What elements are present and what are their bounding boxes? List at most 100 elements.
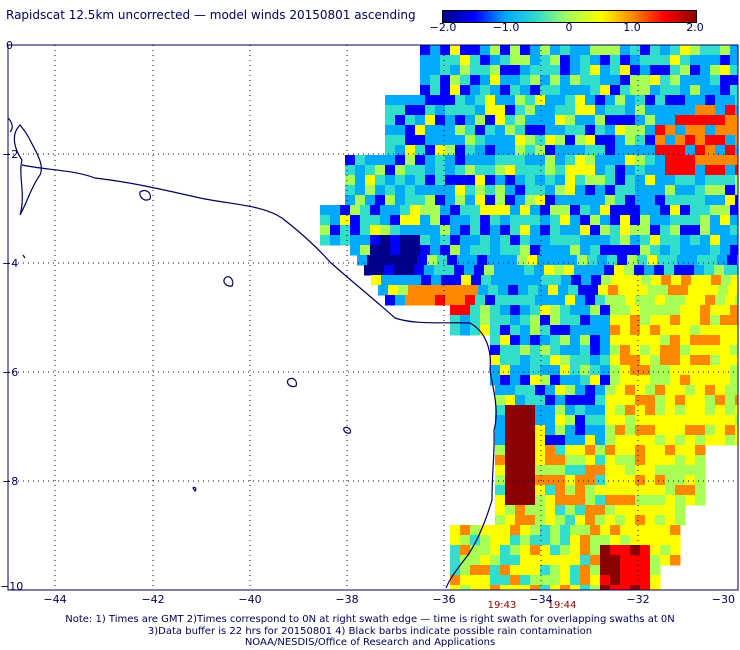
- swath-cell: [615, 395, 626, 406]
- swath-cell: [615, 405, 626, 416]
- swath-cell: [655, 515, 666, 526]
- swath-cell: [710, 235, 721, 246]
- swath-cell: [590, 65, 601, 76]
- swath-cell: [580, 205, 591, 216]
- swath-cell: [710, 55, 721, 66]
- swath-cell: [530, 555, 541, 566]
- swath-cell: [465, 145, 476, 156]
- swath-cell: [705, 135, 716, 146]
- swath-cell: [670, 375, 681, 386]
- swath-cell: [670, 315, 681, 326]
- swath-cell: [365, 155, 376, 166]
- swath-cell: [608, 285, 619, 296]
- swath-cell: [415, 115, 426, 126]
- swath-cell: [625, 485, 636, 496]
- swath-cell: [395, 95, 406, 106]
- swath-cell: [570, 45, 581, 56]
- swath-cell: [685, 105, 696, 116]
- swath-cell: [605, 505, 616, 516]
- swath-cell: [535, 155, 546, 166]
- swath-cell: [515, 505, 526, 516]
- swath-cell: [375, 155, 386, 166]
- swath-cell: [525, 175, 536, 186]
- swath-cell: [640, 345, 651, 356]
- swath-cell: [515, 475, 526, 486]
- swath-cell: [580, 305, 591, 316]
- x-tick-label: −44: [43, 593, 66, 606]
- swath-cell: [710, 85, 721, 96]
- swath-cell: [630, 325, 641, 336]
- swath-cell: [490, 375, 501, 386]
- swath-cell: [615, 175, 626, 186]
- swath-cell: [515, 125, 526, 136]
- swath-cell: [500, 225, 511, 236]
- swath-cell: [405, 145, 416, 156]
- swath-cell: [555, 155, 566, 166]
- swath-cell: [715, 105, 726, 116]
- swath-cell: [565, 445, 576, 456]
- swath-cell: [670, 335, 681, 346]
- swath-cell: [490, 85, 501, 96]
- y-tick-label: −4: [2, 257, 18, 270]
- swath-cell: [675, 495, 686, 506]
- swath-cell: [575, 395, 586, 406]
- swath-cell: [364, 265, 375, 276]
- swath-cell: [578, 285, 589, 296]
- swath-cell: [527, 255, 538, 266]
- swath-cell: [690, 205, 701, 216]
- swath-cell: [635, 455, 646, 466]
- swath-cell: [435, 125, 446, 136]
- swath-cell: [665, 115, 676, 126]
- swath-cell: [610, 365, 621, 376]
- swath-cell: [520, 305, 531, 316]
- swath-cell: [535, 405, 546, 416]
- swath-cell: [565, 105, 576, 116]
- swath-cell: [435, 145, 446, 156]
- swath-cell: [730, 235, 738, 246]
- swath-cell: [475, 105, 486, 116]
- swath-cell: [730, 345, 738, 356]
- swath-cell: [605, 435, 616, 446]
- swath-cell: [720, 365, 731, 376]
- swath-cell: [528, 285, 539, 296]
- swath-cell: [405, 295, 416, 306]
- swath-cell: [645, 395, 656, 406]
- swath-cell: [540, 365, 551, 376]
- swath-cell: [640, 75, 651, 86]
- swath-cell: [540, 525, 551, 536]
- swath-cell: [605, 155, 616, 166]
- swath-cell: [645, 175, 656, 186]
- swath-cell: [690, 305, 701, 316]
- swath-cell: [580, 65, 591, 76]
- swath-cell: [500, 75, 511, 86]
- swath-cell: [430, 85, 441, 96]
- swath-cell: [450, 555, 461, 566]
- swath-cell: [520, 575, 531, 586]
- swath-cell: [545, 435, 556, 446]
- swath-cell: [510, 315, 521, 326]
- swath-cell: [575, 425, 586, 436]
- swath-cell: [720, 45, 731, 56]
- swath-cell: [705, 145, 716, 156]
- swath-cell: [640, 305, 651, 316]
- swath-cell: [460, 65, 471, 76]
- swath-cell: [525, 405, 536, 416]
- swath-cell: [605, 405, 616, 416]
- swath-cell: [660, 555, 671, 566]
- swath-cell: [605, 185, 616, 196]
- swath-cell: [635, 155, 646, 166]
- swath-cell: [600, 335, 611, 346]
- swath-cell: [630, 225, 641, 236]
- swath-cell: [495, 505, 506, 516]
- swath-cell: [720, 315, 731, 326]
- swath-cell: [640, 525, 651, 536]
- swath-cell: [500, 585, 511, 590]
- swath-cell: [450, 75, 461, 86]
- swath-cell: [500, 545, 511, 556]
- swath-cell: [490, 535, 501, 546]
- swath-cell: [505, 405, 516, 416]
- swath-cell: [330, 215, 341, 226]
- swath-cell: [625, 405, 636, 416]
- swath-cell: [620, 535, 631, 546]
- swath-cell: [520, 225, 531, 236]
